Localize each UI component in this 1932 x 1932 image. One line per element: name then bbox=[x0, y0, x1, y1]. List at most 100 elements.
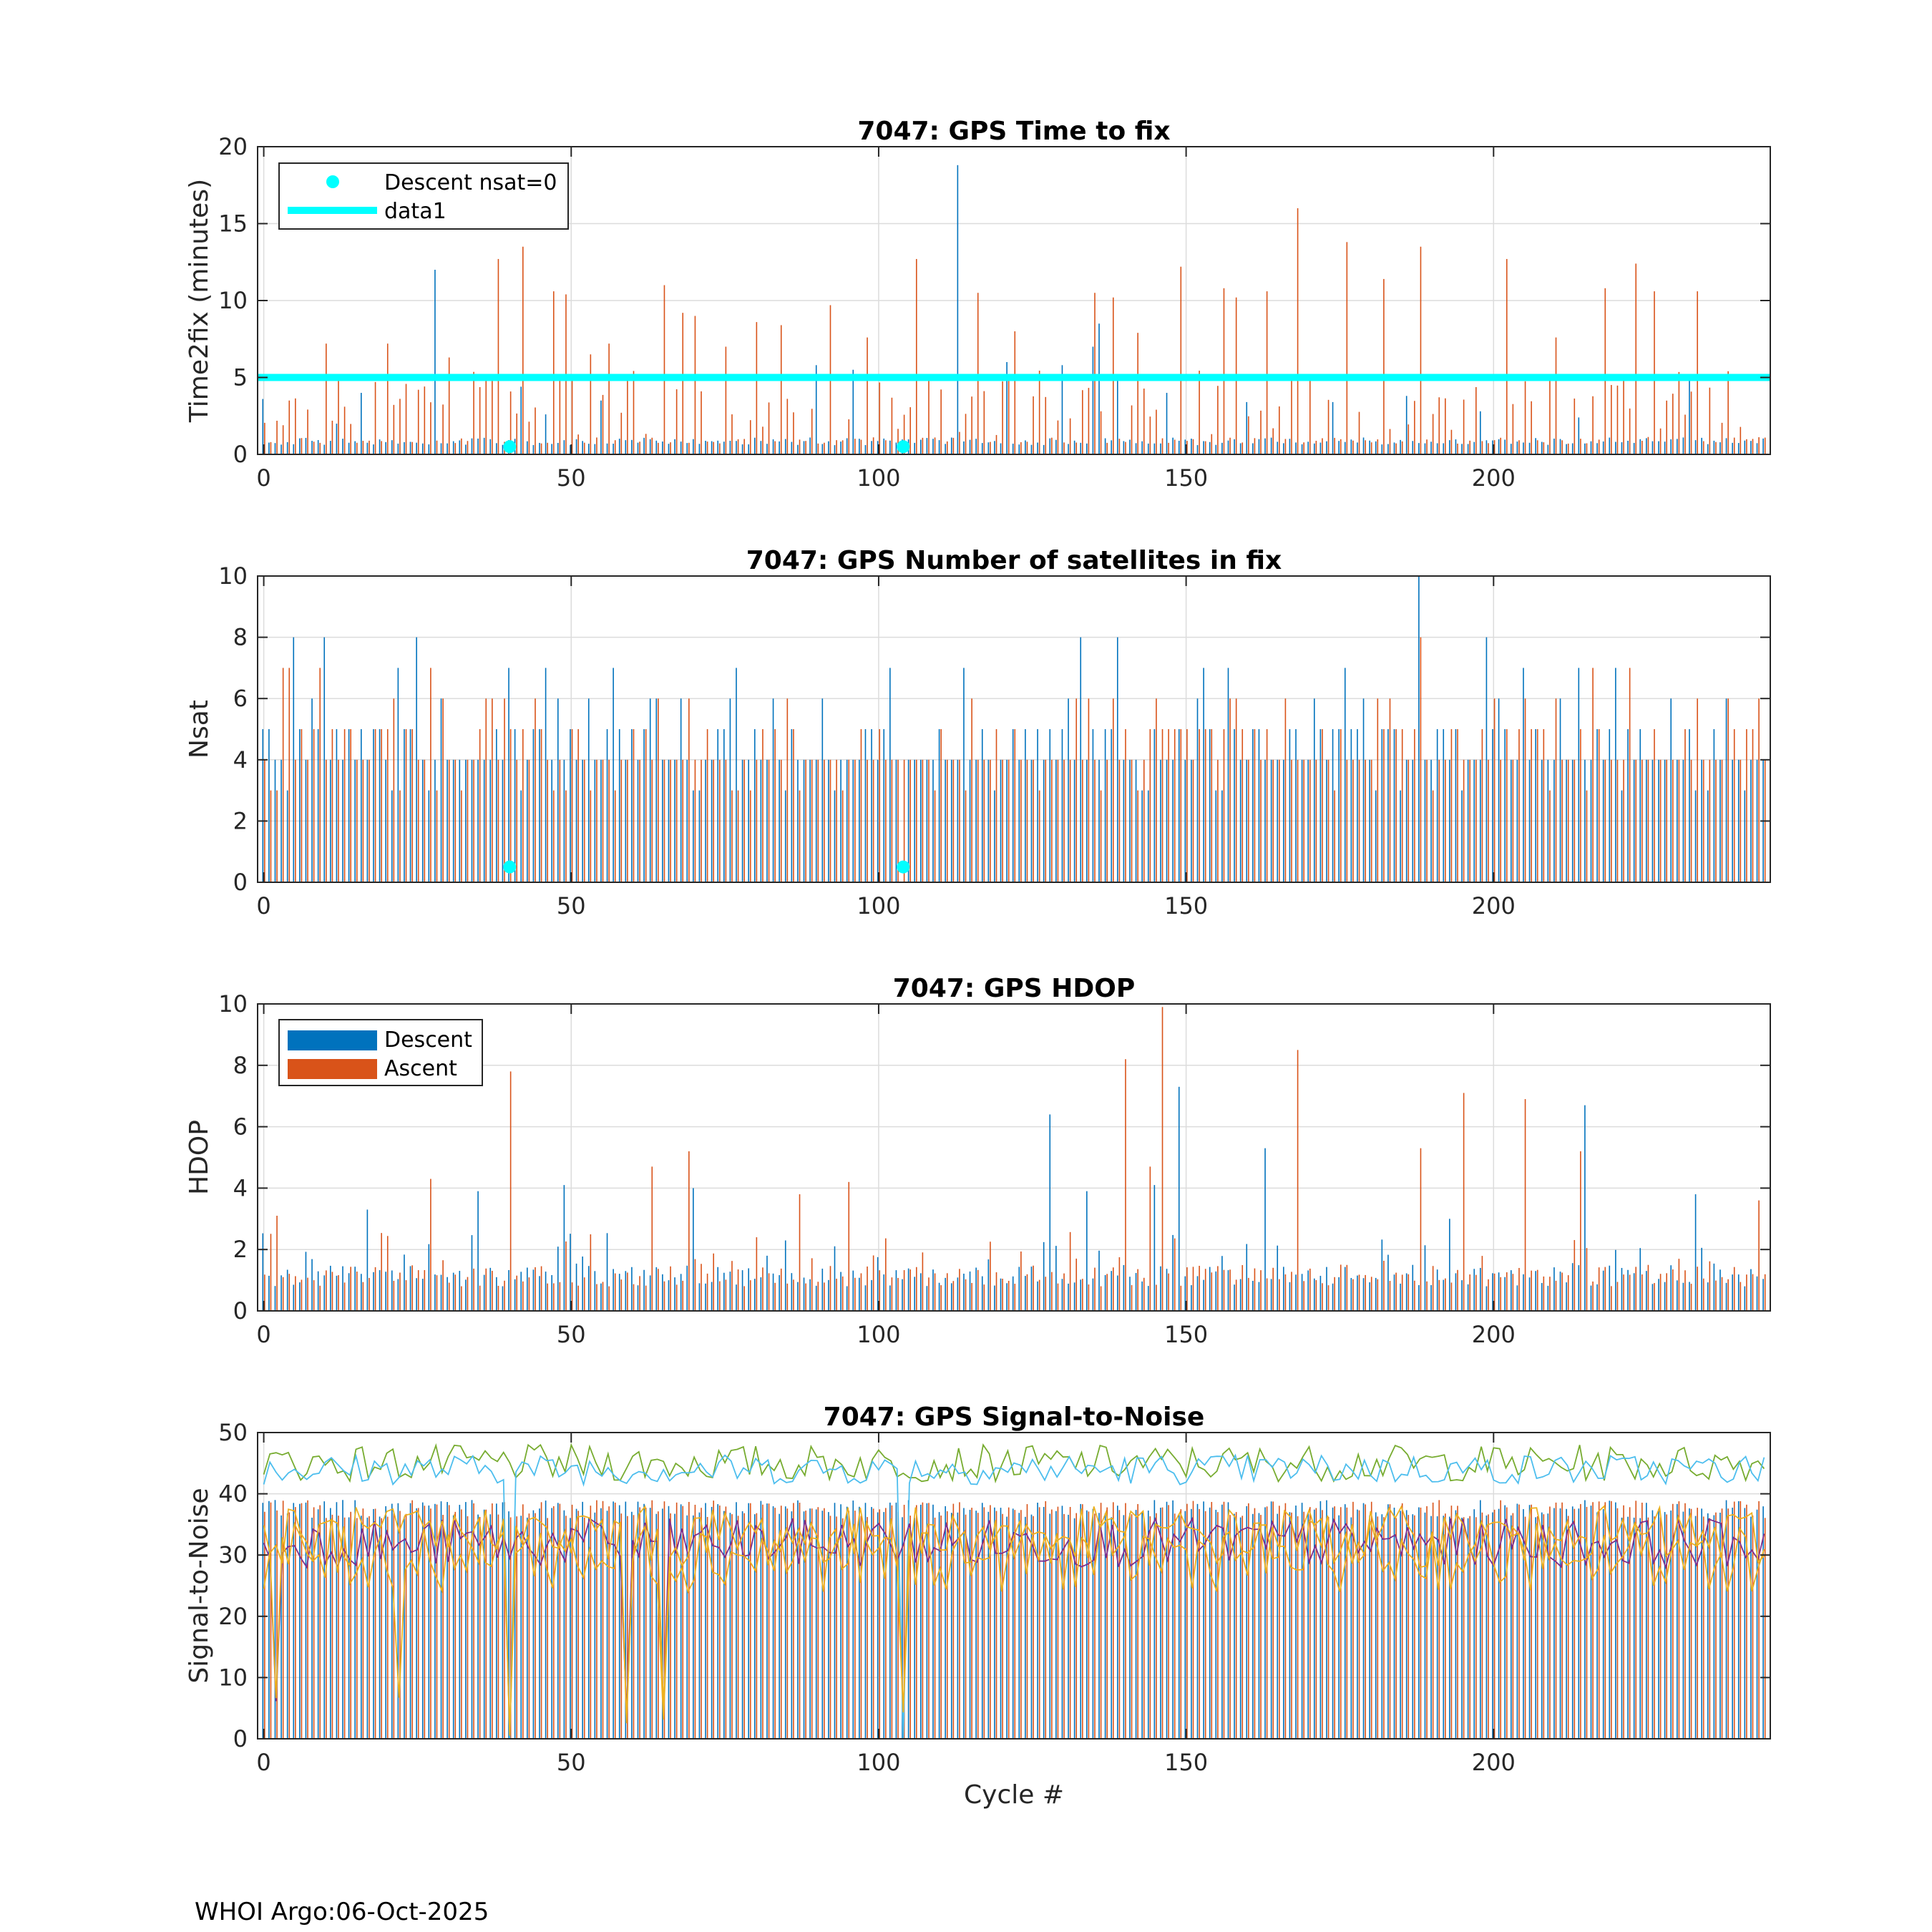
bar-ascent bbox=[663, 285, 665, 454]
bar-ascent bbox=[473, 1503, 474, 1739]
bar-ascent bbox=[1506, 258, 1508, 454]
bar-descent bbox=[1719, 759, 1721, 882]
bar-descent bbox=[1510, 759, 1512, 882]
bar-descent bbox=[1215, 790, 1217, 882]
bar-descent bbox=[975, 439, 977, 454]
bar-descent bbox=[1191, 1508, 1192, 1739]
bar-ascent bbox=[620, 759, 623, 882]
bar-ascent bbox=[639, 1276, 640, 1311]
bar-descent bbox=[1646, 438, 1647, 454]
bar-descent bbox=[1239, 443, 1241, 454]
bar-ascent bbox=[1137, 333, 1138, 454]
bar-ascent bbox=[891, 397, 893, 454]
x-tick-label: 0 bbox=[256, 464, 270, 492]
bar-ascent bbox=[805, 1511, 806, 1739]
bar-ascent bbox=[1008, 379, 1010, 454]
bar-ascent bbox=[1266, 291, 1268, 454]
axes-frame bbox=[257, 1003, 1771, 1312]
bar-ascent bbox=[540, 443, 542, 454]
bar-descent bbox=[809, 437, 811, 454]
bar-descent bbox=[1578, 668, 1580, 882]
bar-ascent bbox=[1383, 729, 1385, 882]
bar-ascent bbox=[1026, 759, 1028, 882]
bar-descent bbox=[748, 1503, 749, 1739]
bar-ascent bbox=[786, 1508, 789, 1739]
bar-ascent bbox=[516, 1275, 518, 1311]
bar-descent bbox=[803, 1511, 805, 1739]
bar-ascent bbox=[374, 729, 376, 882]
bar-descent bbox=[268, 442, 270, 454]
bar-ascent bbox=[891, 759, 893, 882]
bar-ascent bbox=[1143, 1518, 1145, 1739]
bar-ascent bbox=[1002, 1279, 1003, 1311]
bar-ascent bbox=[1045, 759, 1047, 882]
bar-descent bbox=[361, 729, 362, 882]
bar-ascent bbox=[731, 1514, 733, 1739]
bar-descent bbox=[1030, 1514, 1033, 1739]
bar-ascent bbox=[774, 729, 776, 882]
bar-descent bbox=[864, 1503, 867, 1739]
bar-descent bbox=[1037, 729, 1038, 882]
bar-descent bbox=[1277, 1245, 1279, 1311]
bar-ascent bbox=[965, 1279, 967, 1311]
bar-descent bbox=[1615, 1502, 1616, 1739]
bar-ascent bbox=[1709, 759, 1711, 882]
bar-ascent bbox=[633, 371, 635, 454]
bar-descent bbox=[1528, 442, 1531, 454]
bar-descent bbox=[587, 444, 590, 454]
bar-descent bbox=[428, 1505, 430, 1739]
bar-ascent bbox=[756, 759, 758, 882]
bar-descent bbox=[1313, 1278, 1315, 1311]
bar-descent bbox=[1756, 1509, 1758, 1739]
bar-ascent bbox=[405, 1280, 407, 1311]
bar-descent bbox=[1480, 1500, 1481, 1739]
bar-ascent bbox=[675, 759, 678, 882]
bar-descent bbox=[1153, 1185, 1156, 1311]
bar-ascent bbox=[1008, 1280, 1010, 1311]
bar-descent bbox=[1609, 729, 1611, 882]
bar-ascent bbox=[264, 422, 265, 454]
bar-descent bbox=[421, 1279, 424, 1311]
bar-ascent bbox=[1260, 759, 1262, 882]
bar-descent bbox=[1092, 1278, 1094, 1311]
bar-ascent bbox=[1389, 1504, 1391, 1739]
bar-ascent bbox=[841, 440, 844, 454]
bar-ascent bbox=[1346, 1507, 1348, 1739]
bar-descent bbox=[1123, 759, 1125, 882]
bar-ascent bbox=[1100, 411, 1102, 454]
bar-descent bbox=[625, 440, 627, 454]
bar-ascent bbox=[1697, 1508, 1698, 1739]
bar-ascent bbox=[1684, 414, 1686, 454]
bar-descent bbox=[1234, 729, 1235, 882]
bar-ascent bbox=[1389, 1281, 1391, 1311]
bar-descent bbox=[373, 1272, 374, 1311]
bar-descent bbox=[1541, 1512, 1543, 1739]
bar-descent bbox=[729, 1513, 731, 1739]
bar-ascent bbox=[577, 434, 579, 454]
bar-descent bbox=[741, 1511, 743, 1739]
bar-descent bbox=[1073, 1518, 1075, 1739]
bar-ascent bbox=[867, 1517, 868, 1739]
bar-descent bbox=[1449, 759, 1450, 882]
bar-descent bbox=[514, 1510, 516, 1739]
bar-descent bbox=[465, 1502, 467, 1739]
bar-ascent bbox=[1063, 759, 1065, 882]
bar-descent bbox=[1037, 1281, 1038, 1311]
bar-ascent bbox=[583, 1517, 585, 1739]
bar-descent bbox=[969, 759, 971, 882]
bar-descent bbox=[926, 1503, 928, 1739]
bar-descent bbox=[1461, 790, 1463, 882]
bar-descent bbox=[483, 1274, 485, 1311]
bar-descent bbox=[711, 759, 713, 882]
bar-descent bbox=[1049, 1114, 1051, 1311]
bar-ascent bbox=[651, 1166, 653, 1311]
bar-descent bbox=[1393, 729, 1395, 882]
legend-label-nsat0: Descent nsat=0 bbox=[384, 170, 557, 195]
bar-descent bbox=[914, 1277, 916, 1311]
bar-descent bbox=[705, 1503, 706, 1739]
bar-descent bbox=[348, 1517, 350, 1739]
bar-ascent bbox=[1401, 729, 1403, 882]
bar-descent bbox=[803, 759, 805, 882]
bar-ascent bbox=[1475, 1517, 1477, 1739]
bar-ascent bbox=[393, 1513, 395, 1739]
